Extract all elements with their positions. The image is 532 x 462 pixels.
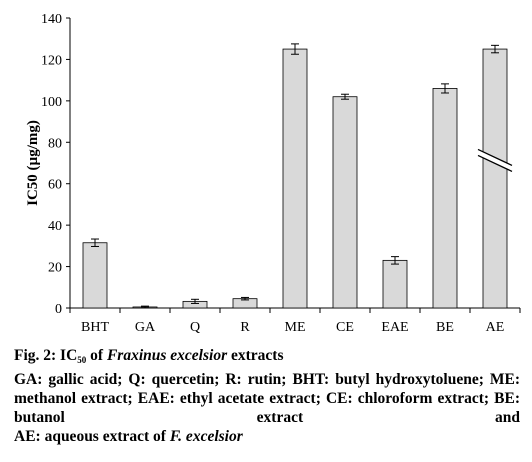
x-tick-label: ME — [285, 320, 306, 335]
bar-chart: 0 20 40 60 80 100 120 140 BHT GA Q R ME CE EAE BE AE IC… — [25, 12, 521, 335]
axis-break-gap — [478, 149, 512, 172]
x-tick-label: BHT — [81, 320, 109, 335]
caption-abbreviations: GA: gallic acid; Q: quercetin; R: rutin;… — [14, 371, 520, 426]
bar-ce — [332, 96, 358, 309]
y-tick-label: 80 — [48, 136, 62, 151]
y-tick-label: 40 — [48, 219, 62, 234]
axis-break-mark — [477, 148, 513, 166]
x-tick-label: Q — [190, 320, 200, 335]
bar-me — [282, 48, 308, 309]
x-tick-label: AE — [486, 320, 505, 335]
bar-be — [432, 88, 458, 309]
y-tick-label: 60 — [48, 178, 62, 193]
x-tick-label: R — [240, 320, 250, 335]
bars — [82, 43, 513, 309]
axis-break-mark — [477, 154, 513, 172]
y-tick-label: 120 — [41, 53, 62, 68]
caption-title: Fig. 2: IC50 of Fraxinus excelsior extra… — [14, 347, 284, 365]
bar-eae — [382, 259, 408, 309]
y-tick-label: 0 — [55, 302, 62, 317]
bar-bht — [82, 242, 108, 309]
y-axis-label: IC50 (µg/mg) — [25, 120, 41, 206]
x-tick-label: CE — [336, 320, 354, 335]
y-tick-label: 100 — [41, 95, 62, 110]
x-tick-label: BE — [436, 320, 454, 335]
caption-last-line: AE: aqueous extract of F. excelsior — [14, 428, 243, 445]
x-tick-label: GA — [135, 320, 156, 335]
figure-caption: Fig. 2: IC50 of Fraxinus excelsior extra… — [14, 346, 520, 446]
y-axis: 0 20 40 60 80 100 120 140 — [41, 12, 71, 317]
y-tick-label: 140 — [41, 12, 62, 27]
x-axis: BHT GA Q R ME CE EAE BE AE — [69, 307, 521, 335]
x-tick-label: EAE — [381, 320, 408, 335]
y-tick-label: 20 — [48, 261, 62, 276]
bar-ae — [482, 48, 508, 309]
